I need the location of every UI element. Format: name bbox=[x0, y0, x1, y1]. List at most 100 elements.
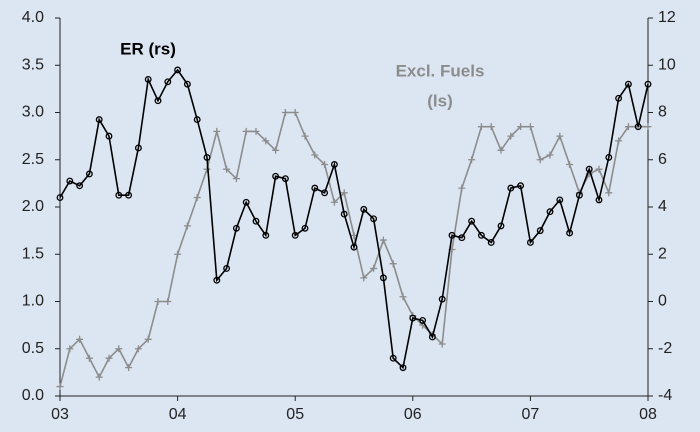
point bbox=[419, 316, 427, 324]
point bbox=[262, 137, 270, 145]
point bbox=[272, 146, 280, 154]
point bbox=[252, 127, 260, 135]
point bbox=[164, 298, 172, 305]
point bbox=[536, 227, 544, 235]
point bbox=[615, 94, 623, 102]
point bbox=[193, 194, 201, 202]
point bbox=[223, 264, 231, 272]
y-tick-label: 2.0 bbox=[22, 198, 44, 215]
y2-tick-label: -4 bbox=[658, 387, 672, 404]
y-tick-label: 2.5 bbox=[22, 151, 44, 168]
point bbox=[223, 165, 231, 173]
y2-tick-label: 10 bbox=[658, 56, 676, 73]
x-tick-label: 06 bbox=[404, 406, 422, 423]
point bbox=[105, 354, 113, 362]
point bbox=[164, 78, 172, 86]
point bbox=[66, 177, 74, 185]
point bbox=[487, 238, 495, 246]
x-tick-label: 07 bbox=[522, 406, 540, 423]
point bbox=[497, 222, 505, 230]
y2-tick-label: 8 bbox=[658, 104, 667, 121]
point bbox=[183, 80, 191, 88]
point bbox=[134, 144, 142, 152]
point bbox=[526, 238, 534, 246]
point bbox=[556, 132, 564, 140]
point bbox=[154, 298, 162, 305]
point bbox=[566, 229, 574, 237]
point bbox=[76, 182, 84, 190]
point bbox=[624, 80, 632, 88]
point bbox=[428, 333, 436, 341]
point bbox=[438, 295, 446, 303]
point bbox=[360, 274, 368, 282]
y-tick-label: 1.5 bbox=[22, 245, 44, 262]
y-tick-label: 0.0 bbox=[22, 387, 44, 404]
annotation: (ls) bbox=[427, 91, 453, 110]
point bbox=[262, 231, 270, 239]
point bbox=[399, 364, 407, 372]
y-tick-label: 1.0 bbox=[22, 293, 44, 310]
point bbox=[213, 127, 221, 135]
y2-tick-label: 6 bbox=[658, 151, 667, 168]
point bbox=[301, 132, 309, 140]
point bbox=[389, 354, 397, 362]
point bbox=[144, 75, 152, 83]
point bbox=[546, 208, 554, 216]
point bbox=[291, 109, 299, 116]
point bbox=[232, 224, 240, 232]
x-tick-label: 08 bbox=[639, 406, 657, 423]
point bbox=[438, 340, 446, 348]
point bbox=[95, 116, 103, 124]
y-tick-label: 3.5 bbox=[22, 56, 44, 73]
point bbox=[458, 234, 466, 242]
y-tick-label: 4.0 bbox=[22, 9, 44, 26]
y2-tick-label: 12 bbox=[658, 9, 676, 26]
point bbox=[301, 224, 309, 232]
point bbox=[193, 116, 201, 124]
point bbox=[56, 383, 64, 391]
point bbox=[203, 153, 211, 161]
point bbox=[125, 364, 133, 372]
point bbox=[330, 161, 338, 168]
point bbox=[605, 189, 613, 197]
point bbox=[507, 132, 515, 140]
point bbox=[546, 151, 554, 159]
point bbox=[56, 194, 64, 201]
point bbox=[76, 335, 84, 343]
point bbox=[477, 231, 485, 239]
point bbox=[605, 153, 613, 161]
point bbox=[360, 205, 368, 213]
point bbox=[595, 165, 603, 173]
y-tick-label: 0.5 bbox=[22, 340, 44, 357]
point bbox=[281, 175, 289, 183]
point bbox=[144, 335, 152, 343]
point bbox=[585, 165, 593, 173]
y2-tick-label: 2 bbox=[658, 245, 667, 262]
y2-tick-label: 0 bbox=[658, 293, 667, 310]
series-line bbox=[59, 68, 649, 370]
point bbox=[311, 151, 319, 159]
point bbox=[85, 170, 93, 178]
point bbox=[272, 172, 280, 180]
point bbox=[340, 189, 348, 197]
x-tick-label: 05 bbox=[286, 406, 304, 423]
point bbox=[399, 293, 407, 301]
point bbox=[634, 123, 642, 131]
point bbox=[115, 191, 123, 199]
point bbox=[566, 160, 574, 168]
point bbox=[174, 66, 182, 74]
point bbox=[105, 132, 113, 140]
point bbox=[615, 137, 623, 145]
point bbox=[624, 123, 632, 131]
point bbox=[477, 123, 485, 131]
point bbox=[526, 123, 534, 131]
point bbox=[487, 123, 495, 131]
point bbox=[370, 215, 378, 223]
point bbox=[370, 264, 378, 272]
point bbox=[644, 80, 652, 88]
point bbox=[183, 222, 191, 230]
point bbox=[536, 156, 544, 164]
point bbox=[281, 109, 289, 116]
point bbox=[379, 274, 387, 282]
